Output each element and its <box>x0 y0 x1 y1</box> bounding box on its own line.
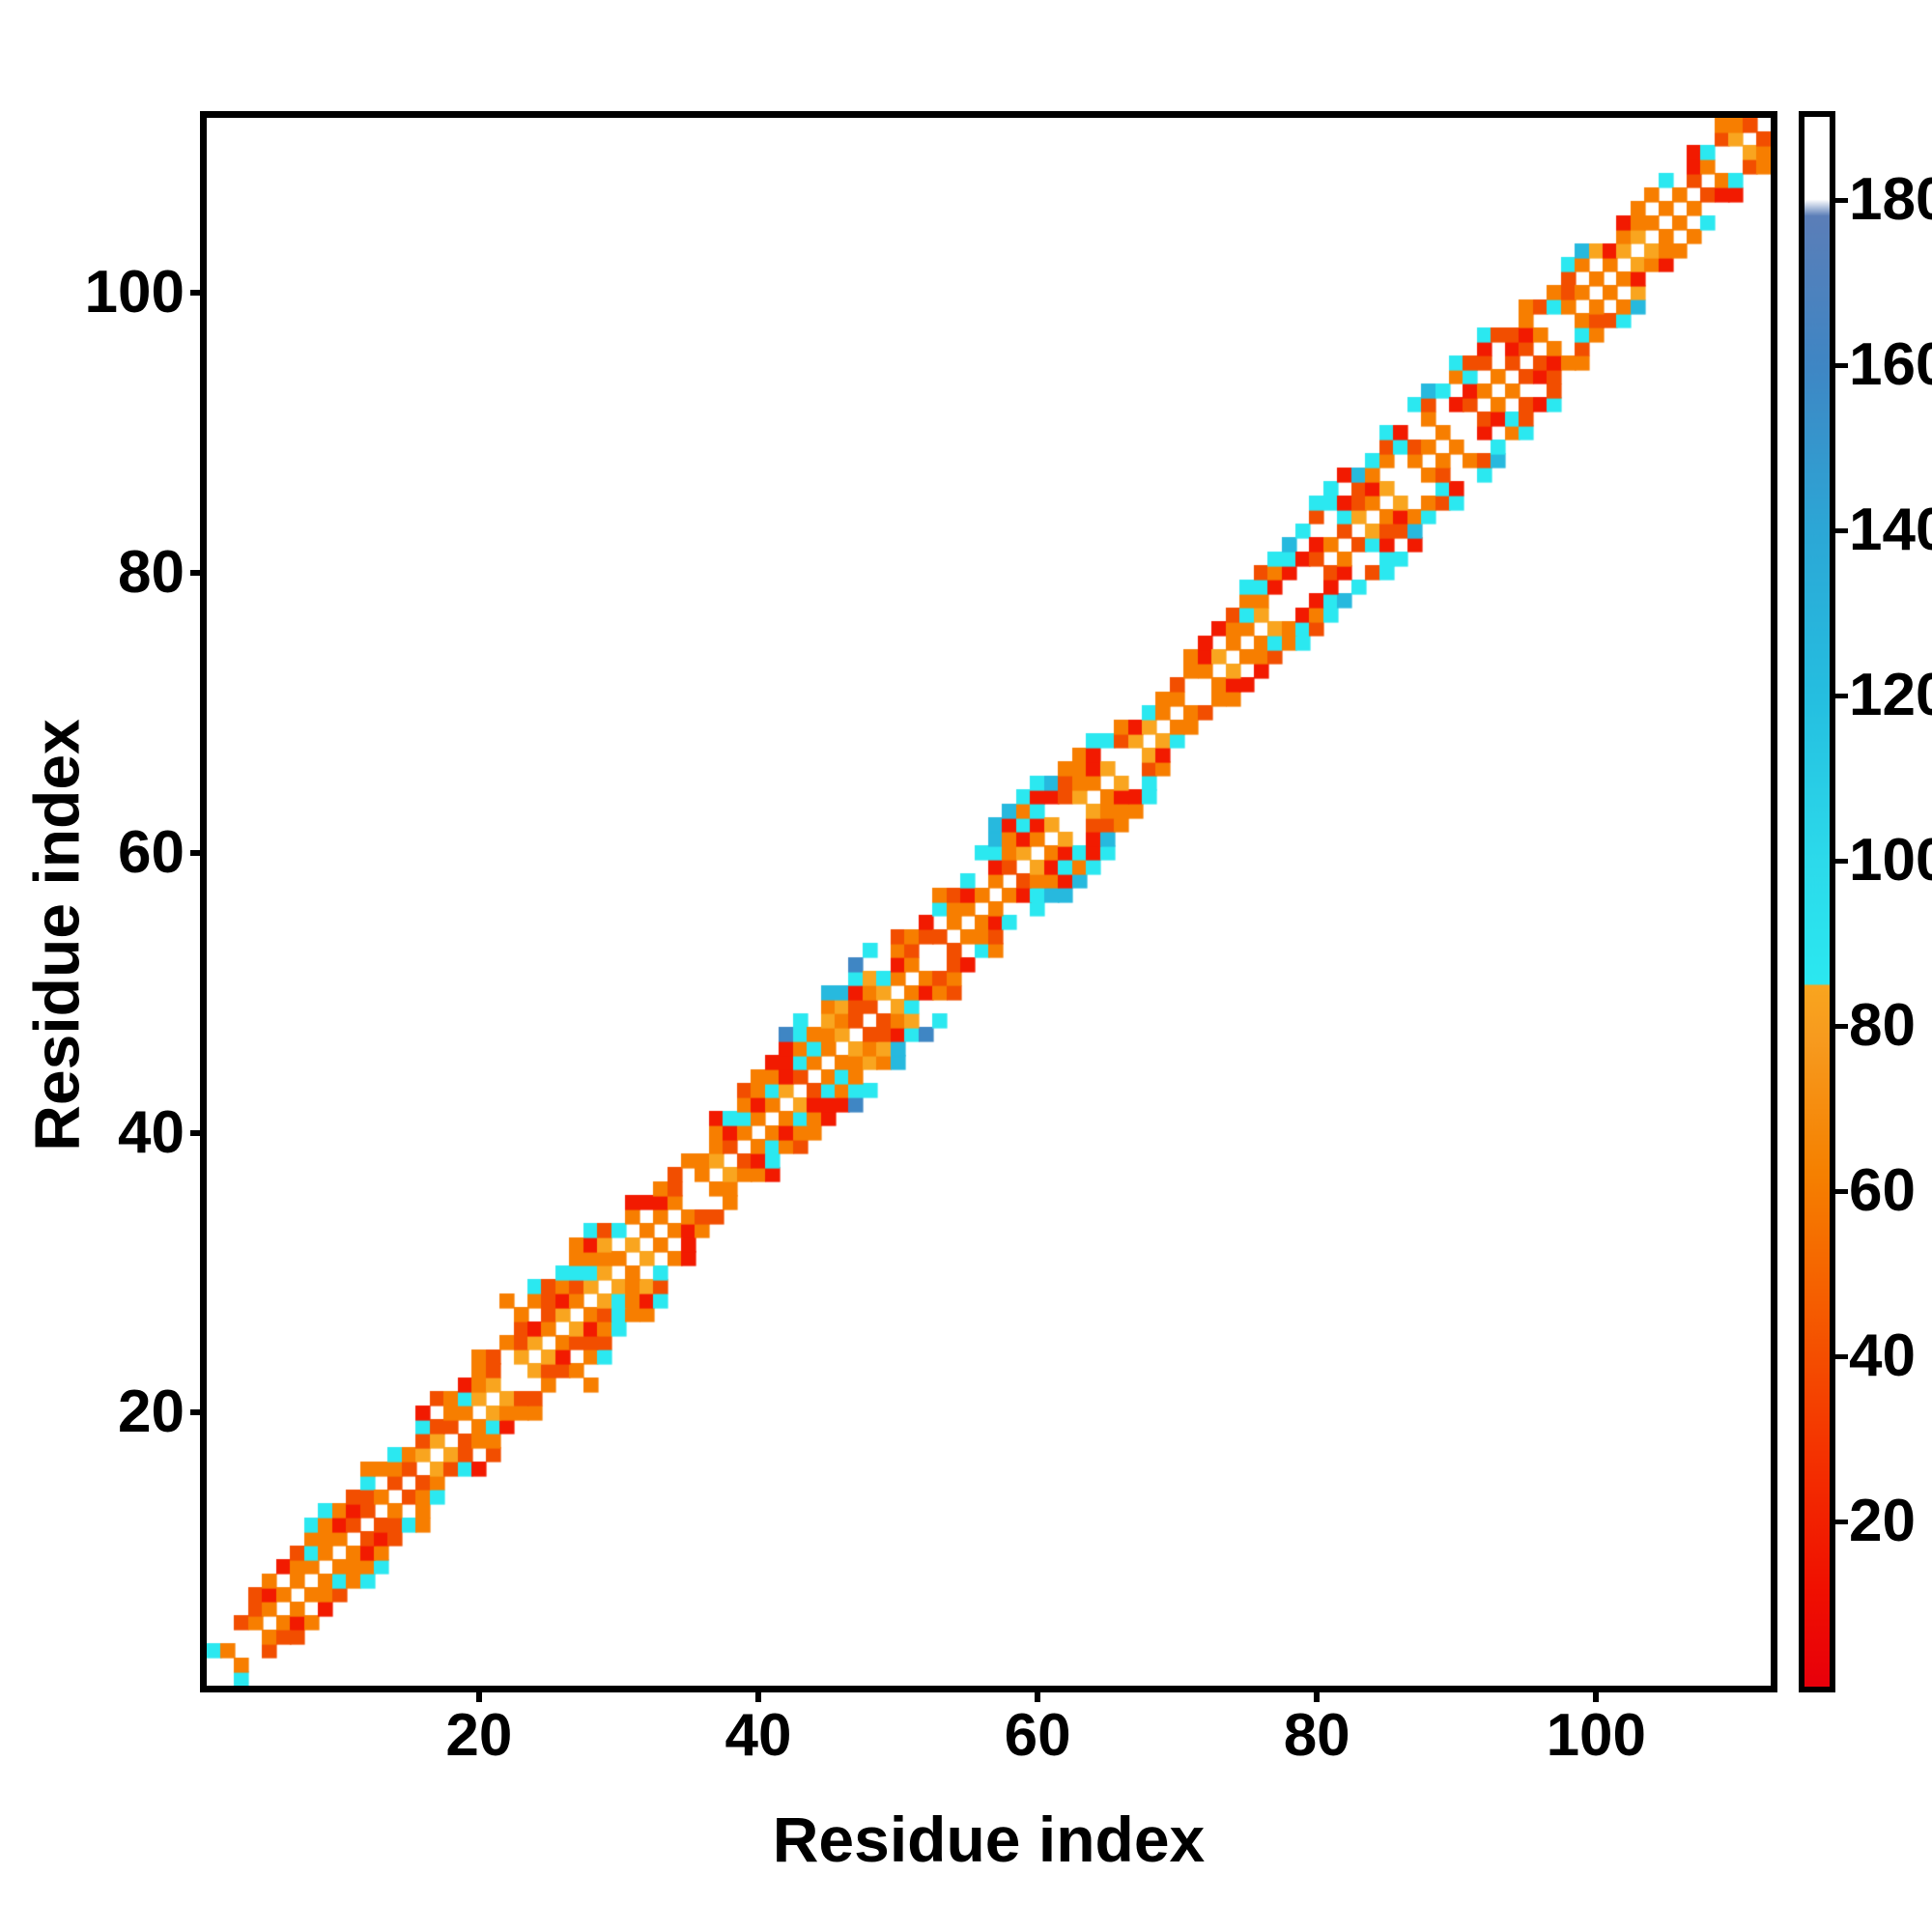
colorbar-tick-label-80: 80 <box>1849 991 1916 1059</box>
y-tick-20 <box>190 1409 207 1416</box>
x-tick-label-60: 60 <box>1004 1702 1071 1769</box>
colorbar-tick-40 <box>1833 1353 1848 1359</box>
colorbar-tick-label-120: 120 <box>1849 661 1932 728</box>
colorbar-tick-60 <box>1833 1188 1848 1194</box>
heatmap-plot-area <box>200 111 1777 1692</box>
colorbar <box>1799 111 1835 1692</box>
y-tick-label-80: 80 <box>118 538 185 606</box>
y-tick-60 <box>190 849 207 856</box>
colorbar-tick-label-160: 160 <box>1849 330 1932 398</box>
colorbar-tick-label-140: 140 <box>1849 496 1932 563</box>
colorbar-tick-20 <box>1833 1519 1848 1524</box>
x-tick-label-80: 80 <box>1283 1702 1350 1769</box>
colorbar-tick-label-180: 180 <box>1849 165 1932 233</box>
x-tick-label-20: 20 <box>445 1702 513 1769</box>
colorbar-gradient <box>1804 117 1830 1687</box>
y-tick-80 <box>190 569 207 576</box>
x-axis-title: Residue index <box>772 1804 1206 1875</box>
y-tick-label-60: 60 <box>118 818 185 886</box>
colorbar-tick-label-20: 20 <box>1849 1487 1916 1554</box>
colorbar-tick-80 <box>1833 1023 1848 1029</box>
x-tick-60 <box>1035 1686 1041 1702</box>
y-tick-100 <box>190 290 207 297</box>
contact-map-heatmap <box>207 118 1771 1686</box>
colorbar-tick-120 <box>1833 693 1848 698</box>
y-tick-label-40: 40 <box>118 1098 185 1166</box>
y-axis-title: Residue index <box>20 719 93 1151</box>
colorbar-tick-label-40: 40 <box>1849 1321 1916 1389</box>
x-tick-80 <box>1314 1686 1321 1702</box>
x-tick-40 <box>754 1686 761 1702</box>
colorbar-tick-label-60: 60 <box>1849 1156 1916 1224</box>
colorbar-tick-label-100: 100 <box>1849 826 1932 894</box>
y-tick-40 <box>190 1129 207 1136</box>
colorbar-tick-140 <box>1833 527 1848 533</box>
y-tick-label-20: 20 <box>118 1378 185 1446</box>
x-tick-label-100: 100 <box>1546 1702 1647 1769</box>
y-tick-label-100: 100 <box>84 259 185 327</box>
x-tick-20 <box>475 1686 482 1702</box>
colorbar-tick-160 <box>1833 362 1848 368</box>
colorbar-tick-180 <box>1833 197 1848 203</box>
x-tick-label-40: 40 <box>724 1702 792 1769</box>
x-tick-100 <box>1593 1686 1600 1702</box>
colorbar-tick-100 <box>1833 858 1848 864</box>
